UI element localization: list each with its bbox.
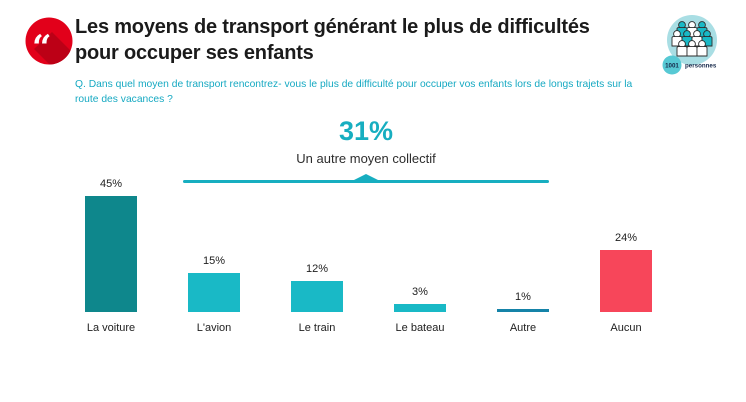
bar-label-l-avion: L'avion <box>196 322 232 334</box>
sample-count: 1001 <box>665 63 679 70</box>
bar-label-la-voiture: La voiture <box>86 322 136 334</box>
quote-icon-graphic: “ <box>25 17 73 68</box>
bar-l-avion <box>188 273 240 312</box>
bar-label-aucun: Aucun <box>610 322 642 334</box>
bar-label-le-bateau: Le bateau <box>395 322 445 334</box>
bar-value-la-voiture: 45% <box>99 178 123 190</box>
bar-aucun <box>600 250 652 312</box>
callout-value: 31% <box>338 116 394 146</box>
bracket-arrow-icon <box>352 174 380 181</box>
sample-unit: personnes <box>685 63 717 70</box>
bar-label-le-train: Le train <box>298 322 336 334</box>
bracket-line <box>183 180 549 183</box>
bar-value-autre: 1% <box>515 291 531 303</box>
quote-icon: “ <box>25 17 73 68</box>
bar-value-l-avion: 15% <box>202 255 226 267</box>
survey-question: Q. Dans quel moyen de transport rencontr… <box>75 78 650 108</box>
quote-glyph: “ <box>32 28 52 65</box>
bar-autre <box>497 309 549 312</box>
bar-le-bateau <box>394 304 446 312</box>
page-title-line1: Les moyens de transport générant le plus… <box>75 16 590 38</box>
crowd-icon: 1001 personnes <box>662 15 717 75</box>
sample-count-circle <box>662 55 682 75</box>
sample-size-badge: 1001 personnes <box>660 14 742 83</box>
page-title-line2: pour occuper ses enfants <box>75 42 314 64</box>
bar-le-train <box>291 281 343 312</box>
bar-la-voiture <box>85 196 137 312</box>
survey-question-line2: route des vacances ? <box>75 93 173 105</box>
bar-label-autre: Autre <box>509 322 537 334</box>
bar-value-le-bateau: 3% <box>412 286 428 298</box>
survey-question-line1: Q. Dans quel moyen de transport rencontr… <box>75 79 633 90</box>
bar-value-aucun: 24% <box>614 232 638 244</box>
page-title: Les moyens de transport générant le plus… <box>75 14 675 66</box>
bar-value-le-train: 12% <box>305 263 329 275</box>
callout-label: Un autre moyen collectif <box>296 151 436 166</box>
